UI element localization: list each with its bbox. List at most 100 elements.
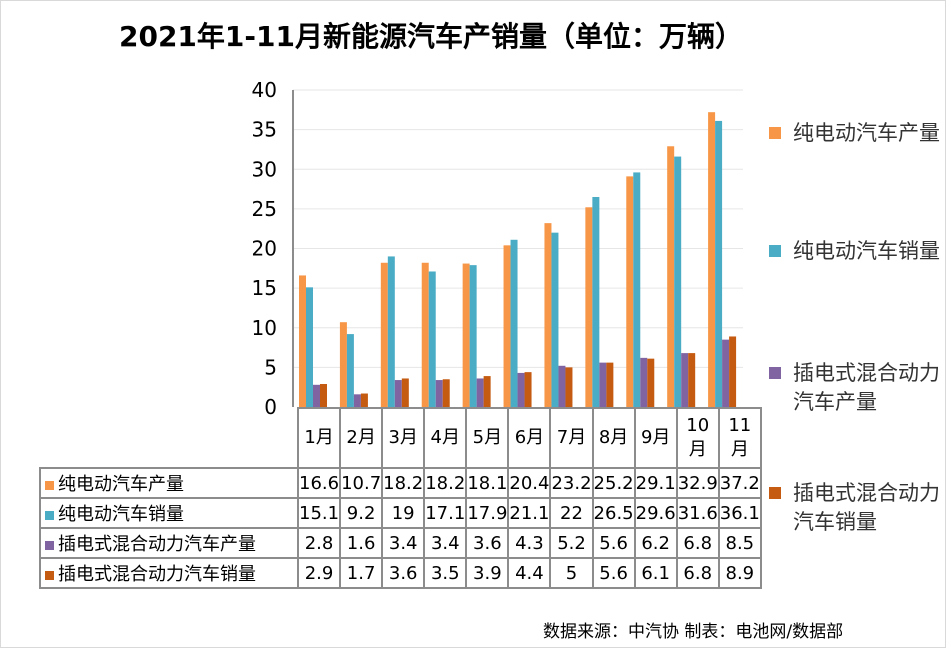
bar-2-4月 <box>428 271 436 407</box>
bar-4-1月 <box>320 384 327 407</box>
bar-2-5月 <box>469 265 477 407</box>
bar-2-1月 <box>306 287 313 407</box>
legend-label: 插电式混合动力汽车销量 <box>793 481 940 534</box>
legend-item: 插电式混合动力汽车产量 <box>769 359 945 417</box>
bar-3-3月 <box>394 380 402 407</box>
bar-1-3月 <box>380 262 388 407</box>
legend-swatch-icon <box>45 570 54 580</box>
table-cell: 23.2 <box>549 467 594 499</box>
category-text: 1月 <box>304 427 334 448</box>
category-text: 7月 <box>556 427 587 448</box>
bar-1-8月 <box>585 207 593 407</box>
table-cell: 10.7 <box>339 467 384 499</box>
bar-4-6月 <box>524 372 532 407</box>
table-cell: 37.2 <box>717 467 762 499</box>
table-cell: 4.4 <box>507 557 552 589</box>
table-cell: 3.6 <box>381 557 426 589</box>
series-name: 插电式混合动力汽车销量 <box>58 564 256 585</box>
bar-4-4月 <box>442 379 450 407</box>
table-row: 插电式混合动力汽车销量 2.9 1.7 3.6 3.5 3.9 4.4 5 5.6 6.1 6.8 8… <box>39 557 762 589</box>
bar-1-2月 <box>339 322 347 407</box>
category-label: 7月 <box>549 407 594 469</box>
table-cell: 8.5 <box>717 527 762 559</box>
table-cell: 6.1 <box>633 557 678 589</box>
bar-1-4月 <box>421 262 429 407</box>
series-label: 插电式混合动力汽车产量 <box>39 527 299 559</box>
bar-1-9月 <box>626 176 634 407</box>
table-corner <box>40 408 299 468</box>
bar-2-6月 <box>510 239 518 407</box>
table-row: 纯电动汽车销量 15.1 9.2 19 17.1 17.9 21.1 22 26.5 29.6 31… <box>39 497 762 529</box>
category-text: 4月 <box>430 427 460 448</box>
bar-2-3月 <box>387 256 395 407</box>
table-cell: 2.8 <box>296 527 342 559</box>
bar-3-5月 <box>476 378 484 407</box>
bar-1-5月 <box>462 263 470 407</box>
y-tick-label: 30 <box>252 157 277 181</box>
table-header-row: 1月 2月 3月 4月 5月 6月 7月 8月 9月 10 月 11 月 <box>40 407 762 469</box>
bar-4-5月 <box>483 376 491 407</box>
table-cell: 32.9 <box>675 467 720 499</box>
table-cell: 17.1 <box>423 497 468 529</box>
bar-3-6月 <box>517 372 525 407</box>
bar-2-7月 <box>551 232 559 407</box>
table-cell: 20.4 <box>507 467 552 499</box>
table-cell: 18.1 <box>465 467 510 499</box>
category-label: 8月 <box>591 407 636 469</box>
bar-3-7月 <box>558 365 566 407</box>
bar-3-8月 <box>599 362 607 407</box>
table-cell: 3.9 <box>465 557 510 589</box>
table-cell: 6.8 <box>675 527 720 559</box>
table-cell: 1.7 <box>339 557 384 589</box>
table-cell: 18.2 <box>381 467 426 499</box>
bar-3-2月 <box>353 394 361 407</box>
table-cell: 22 <box>549 497 594 529</box>
legend-swatch-icon <box>45 510 54 520</box>
category-label: 9月 <box>633 407 678 469</box>
series-label: 纯电动汽车产量 <box>39 467 299 499</box>
series-name: 纯电动汽车产量 <box>58 474 184 495</box>
category-label: 10 月 <box>675 407 720 469</box>
series-name: 插电式混合动力汽车产量 <box>58 534 256 555</box>
category-text: 9月 <box>640 427 671 448</box>
bar-2-8月 <box>592 196 600 407</box>
bar-2-11月 <box>715 120 723 407</box>
bar-1-10月 <box>667 146 675 407</box>
bar-4-10月 <box>688 353 696 407</box>
table-cell: 17.9 <box>465 497 510 529</box>
series-label: 纯电动汽车销量 <box>39 497 299 529</box>
table-cell: 25.2 <box>591 467 636 499</box>
bar-4-8月 <box>606 362 614 407</box>
table-cell: 29.6 <box>633 497 678 529</box>
category-text: 6月 <box>514 427 545 448</box>
table-cell: 18.2 <box>423 467 468 499</box>
table-cell: 16.6 <box>296 467 342 499</box>
legend-item: 插电式混合动力汽车销量 <box>769 479 945 537</box>
bar-1-7月 <box>544 223 552 407</box>
y-tick-label: 10 <box>252 316 277 340</box>
chart-title: 2021年1-11月新能源汽车产销量（单位：万辆） <box>118 20 743 53</box>
legend-item: 纯电动汽车销量 <box>769 237 945 266</box>
category-label: 1月 <box>296 407 342 469</box>
bar-2-2月 <box>346 334 354 407</box>
table-cell: 6.8 <box>675 557 720 589</box>
bar-3-10月 <box>681 353 689 407</box>
table-cell: 6.2 <box>633 527 678 559</box>
y-tick-label: 35 <box>252 118 277 142</box>
category-text: 3月 <box>388 427 418 448</box>
bar-2-9月 <box>633 172 641 407</box>
table-cell: 31.6 <box>675 497 720 529</box>
bar-1-6月 <box>503 245 511 407</box>
bar-4-3月 <box>401 378 409 407</box>
table-cell: 3.4 <box>423 527 468 559</box>
category-label: 3月 <box>381 407 426 469</box>
table-cell: 26.5 <box>591 497 636 529</box>
table-row: 纯电动汽车产量 16.6 10.7 18.2 18.2 18.1 20.4 23.2 25.2 2… <box>39 467 762 499</box>
category-label: 2月 <box>339 407 384 469</box>
category-label: 11 月 <box>717 407 762 469</box>
bar-4-11月 <box>729 336 737 407</box>
table-cell: 5 <box>549 557 594 589</box>
table-cell: 21.1 <box>507 497 552 529</box>
table-cell: 1.6 <box>339 527 384 559</box>
